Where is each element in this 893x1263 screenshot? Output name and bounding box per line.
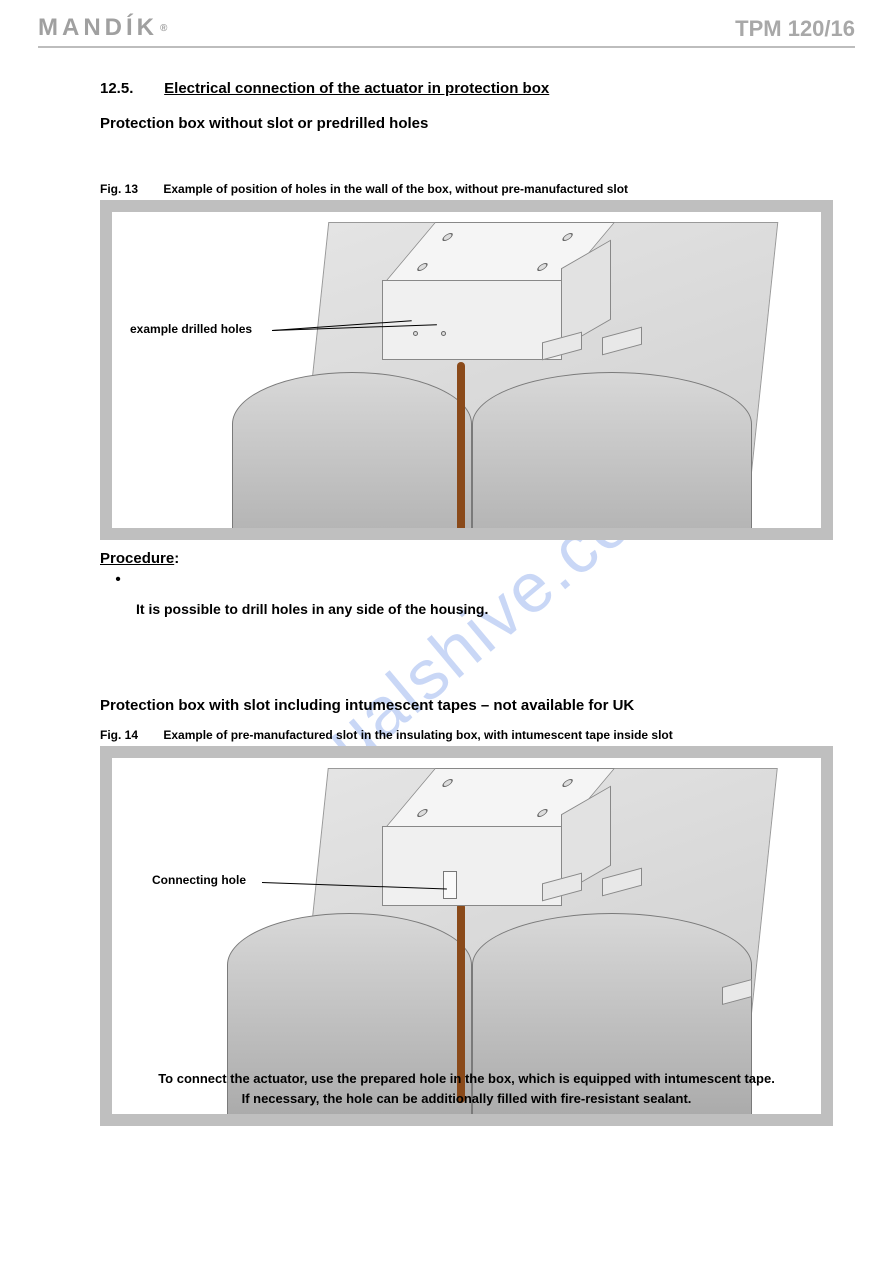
subsection1-heading: Protection box without slot or predrille…	[100, 115, 833, 132]
screw-icon	[560, 233, 575, 241]
fig13-caption-row: Fig. 13 Example of position of holes in …	[100, 182, 833, 196]
screw-icon	[440, 779, 455, 787]
box-front-face	[382, 826, 562, 906]
brand-logo: MANDÍK®	[38, 14, 171, 42]
screw-icon	[440, 233, 455, 241]
procedure-bullet-row: •	[100, 573, 833, 587]
procedure-colon: :	[174, 550, 179, 567]
fig13-number: Fig. 13	[100, 182, 160, 196]
trademark-symbol: ®	[160, 23, 171, 34]
figure-14: Connecting hole To connect the actuator,…	[100, 746, 833, 1126]
fig14-callout-label: Connecting hole	[152, 873, 246, 887]
screw-icon	[535, 809, 550, 817]
fig14-note-line2: If necessary, the hole can be additional…	[132, 1089, 801, 1109]
screw-icon	[535, 263, 550, 271]
drilled-hole-icon	[441, 331, 446, 336]
screw-icon	[560, 779, 575, 787]
fig14-number: Fig. 14	[100, 728, 160, 742]
subsection2-heading: Protection box with slot including intum…	[100, 697, 833, 714]
fig14-caption-row: Fig. 14 Example of pre-manufactured slot…	[100, 728, 833, 742]
section-title: Electrical connection of the actuator in…	[164, 80, 549, 97]
figure-13: example drilled holes	[100, 200, 833, 540]
duct-right	[472, 372, 752, 540]
fig14-note: To connect the actuator, use the prepare…	[112, 1059, 821, 1114]
fig13-caption: Example of position of holes in the wall…	[163, 182, 628, 196]
fig14-note-line1: To connect the actuator, use the prepare…	[132, 1069, 801, 1089]
procedure-label-row: Procedure:	[100, 550, 833, 567]
screw-icon	[415, 263, 430, 271]
fig14-caption: Example of pre-manufactured slot in the …	[163, 728, 672, 742]
document-reference: TPM 120/16	[735, 16, 855, 42]
brand-text: MANDÍK	[38, 14, 158, 42]
bullet-icon: •	[100, 573, 136, 587]
procedure-bullet-text: It is possible to drill holes in any sid…	[100, 587, 833, 617]
section-heading: 12.5. Electrical connection of the actua…	[100, 80, 833, 97]
procedure-block: Procedure: • It is possible to drill hol…	[100, 550, 833, 617]
screw-icon	[415, 809, 430, 817]
section-number: 12.5.	[100, 80, 160, 97]
procedure-label: Procedure	[100, 550, 174, 567]
connecting-slot	[443, 871, 457, 899]
page-header: MANDÍK® TPM 120/16	[38, 18, 855, 48]
duct-left	[232, 372, 472, 540]
drilled-hole-icon	[413, 331, 418, 336]
intumescent-seam	[457, 362, 465, 540]
page-content: 12.5. Electrical connection of the actua…	[100, 80, 833, 1126]
fig13-callout-label: example drilled holes	[130, 322, 252, 336]
